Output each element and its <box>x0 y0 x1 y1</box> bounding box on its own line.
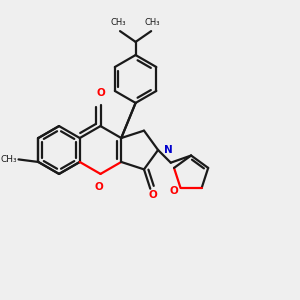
Text: CH₃: CH₃ <box>0 154 17 164</box>
Text: CH₃: CH₃ <box>145 18 161 27</box>
Text: O: O <box>94 182 103 192</box>
Text: O: O <box>169 185 178 196</box>
Text: O: O <box>96 88 105 98</box>
Text: N: N <box>164 145 173 155</box>
Text: CH₃: CH₃ <box>111 18 126 27</box>
Text: O: O <box>148 190 157 200</box>
